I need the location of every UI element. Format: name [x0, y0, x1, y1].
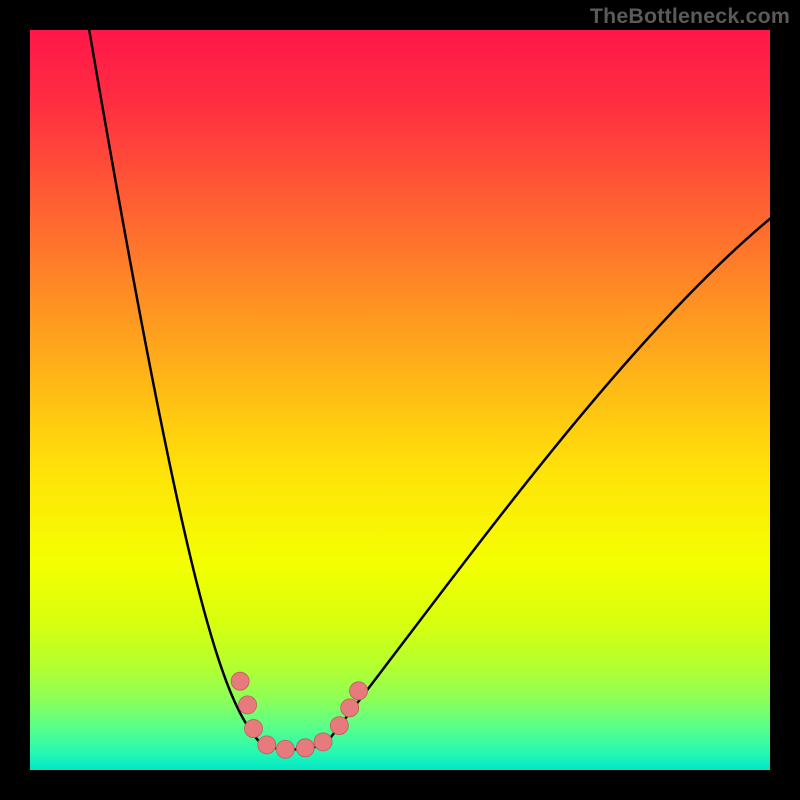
marker-point-3	[258, 736, 276, 754]
marker-point-2	[244, 720, 262, 738]
curve-bottom_segment	[261, 743, 326, 749]
marker-point-4	[276, 740, 294, 758]
curve-right_branch	[326, 219, 770, 744]
plot-area	[30, 30, 770, 770]
marker-point-0	[231, 672, 249, 690]
marker-point-8	[341, 699, 359, 717]
chart-frame: TheBottleneck.com	[0, 0, 800, 800]
chart-background	[30, 30, 770, 770]
gradient-rect	[30, 30, 770, 770]
curve-left_branch	[89, 30, 261, 743]
marker-point-9	[350, 682, 368, 700]
chart-foreground	[30, 30, 770, 770]
marker-point-7	[330, 717, 348, 735]
marker-point-1	[239, 696, 257, 714]
marker-point-6	[314, 733, 332, 751]
watermark-label: TheBottleneck.com	[590, 4, 790, 29]
marker-point-5	[296, 739, 314, 757]
